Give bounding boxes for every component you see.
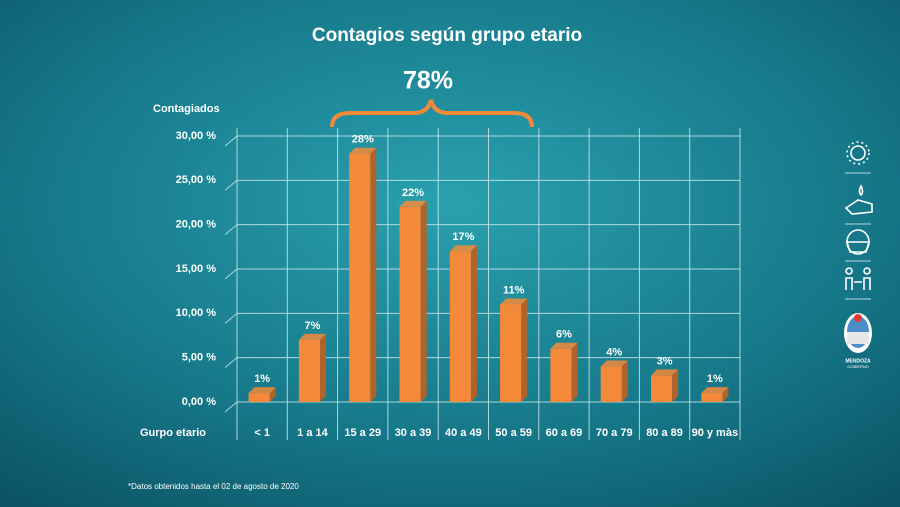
value-label: 11% (503, 284, 525, 296)
side-icons (844, 141, 873, 353)
x-tick-label: 50 a 59 (495, 427, 532, 439)
x-tick-label: 80 a 89 (646, 427, 683, 439)
value-label: 17% (452, 231, 474, 243)
bar-side (420, 200, 427, 402)
bar-side (571, 342, 578, 402)
bar-side (722, 387, 729, 402)
bar (701, 393, 723, 402)
bar (298, 339, 321, 402)
value-label: 1% (254, 373, 270, 385)
bar-side (521, 298, 528, 402)
bar (349, 153, 371, 402)
chart-title: Contagios según grupo etario (312, 25, 582, 46)
footnote: *Datos obtenidos hasta el 02 de agosto d… (128, 482, 299, 491)
bar-side (621, 360, 628, 402)
bar-top (650, 369, 679, 376)
bar (449, 251, 471, 402)
bar (550, 348, 572, 402)
tick-mark (224, 179, 238, 191)
tick-mark (224, 401, 238, 413)
logo-text: GOBIERNO (847, 364, 869, 369)
value-label: 3% (657, 355, 673, 367)
y-tick-label: 20,00 % (176, 219, 217, 231)
value-label: 28% (352, 134, 374, 146)
value-label: 4% (606, 346, 622, 358)
y-tick-label: 5,00 % (182, 352, 216, 364)
bar (600, 366, 622, 402)
bar-top (399, 200, 427, 207)
brace (330, 99, 534, 128)
bar-top (600, 360, 628, 367)
bar-side (320, 333, 327, 402)
value-label: 6% (556, 329, 572, 341)
x-tick-label: 30 a 39 (395, 427, 432, 439)
value-label: 22% (402, 187, 424, 199)
value-label: 1% (707, 373, 723, 385)
value-label: 7% (304, 320, 320, 332)
tick-mark (224, 312, 238, 324)
x-tick-label: 40 a 49 (445, 427, 482, 439)
bar-side (370, 147, 377, 402)
bar-top (500, 298, 528, 305)
bar-side (470, 245, 477, 402)
y-tick-label: 30,00 % (176, 130, 217, 142)
bar (248, 393, 270, 402)
y-tick-label: 10,00 % (176, 307, 217, 319)
x-tick-label: 70 a 79 (596, 427, 633, 439)
x-axis-label: Gurpo etario (140, 427, 206, 439)
tick-mark (224, 224, 238, 236)
bar-side (269, 387, 276, 402)
y-tick-label: 25,00 % (176, 174, 217, 186)
tick-mark (224, 357, 238, 369)
bar-top (248, 387, 276, 394)
y-tick-label: 0,00 % (182, 396, 216, 408)
bar-top (550, 342, 578, 349)
annotation: 78% (403, 67, 453, 95)
bar-top (701, 387, 729, 394)
bar-top (349, 147, 377, 154)
bar-top (449, 245, 477, 252)
bar (650, 375, 673, 402)
x-tick-label: < 1 (254, 427, 270, 439)
tick-mark (224, 135, 238, 147)
y-axis-label: Contagiados (153, 103, 220, 115)
x-tick-label: 1 a 14 (297, 427, 328, 439)
y-tick-label: 15,00 % (176, 263, 217, 275)
bar-top (298, 333, 327, 340)
x-tick-label: 90 y màs (692, 427, 738, 439)
logo-text: MENDOZA (845, 358, 871, 364)
bar (500, 304, 522, 402)
x-tick-label: 15 a 29 (344, 427, 381, 439)
bar (399, 206, 421, 402)
x-tick-label: 60 a 69 (546, 427, 583, 439)
tick-mark (224, 268, 238, 280)
bar-side (672, 369, 679, 402)
